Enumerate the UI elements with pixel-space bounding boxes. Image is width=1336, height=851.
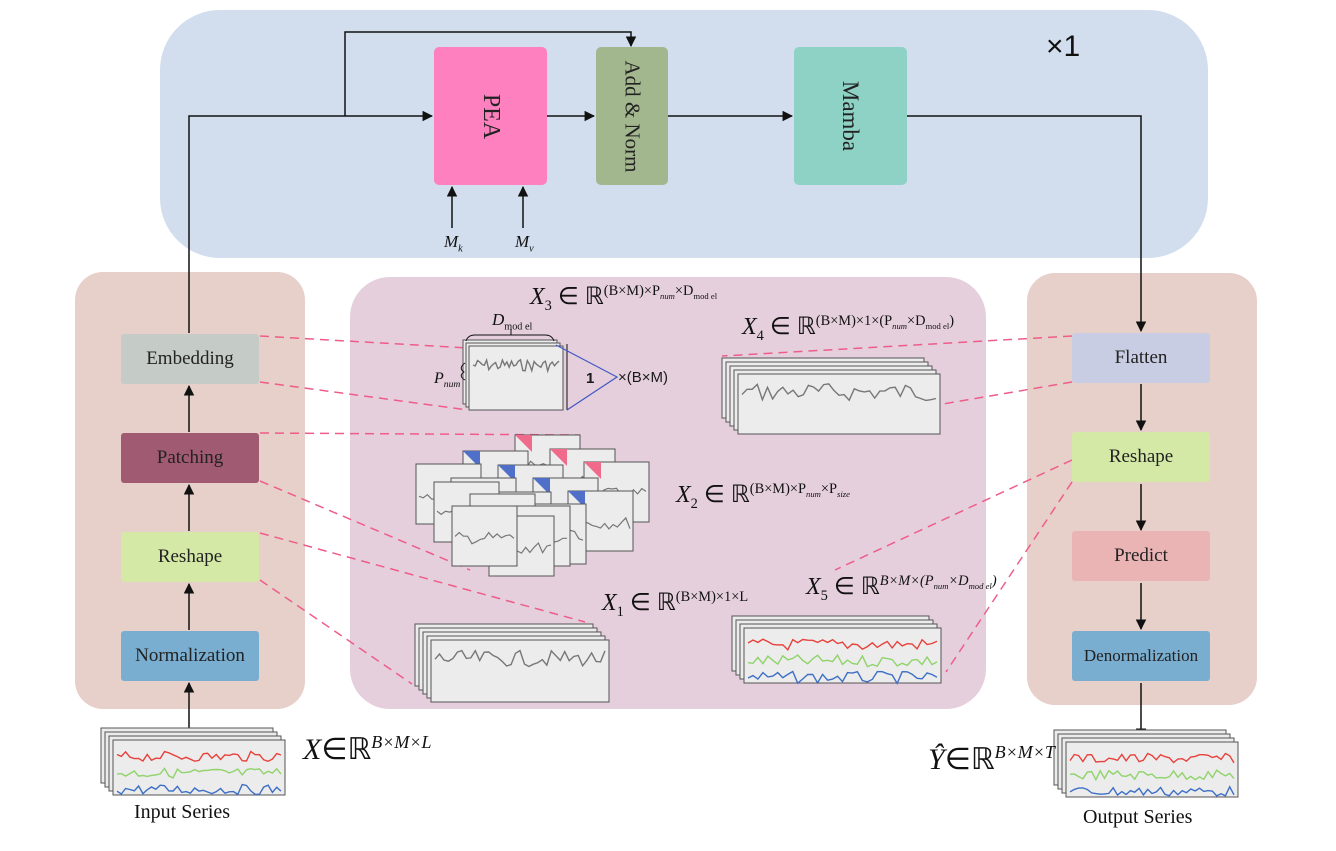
patch-marker [550,449,567,466]
series-line [116,767,282,779]
pnum-label: Pnum [434,370,461,391]
bm-wedge [555,344,619,411]
series-panel [468,345,564,411]
patching-block: Patching [121,433,259,483]
one-label: 1 [586,370,595,387]
encoder-block-panel [160,10,1208,258]
x1-stack [414,623,610,703]
x1-formula: X1 ∈ ℝ(B×M)×1×L [602,589,749,620]
x2-formula: X2 ∈ ℝ(B×M)×Pnum×Psize [676,481,850,512]
series-line [434,649,606,668]
pea-block: PEA [434,47,547,185]
series-line [741,383,937,402]
series-line [747,638,938,651]
patch-marker [533,478,550,495]
patch-marker [515,435,532,452]
dashed-links [259,335,1073,685]
output-series-caption: Output Series [1083,806,1193,828]
repeat-label: ×1 [1046,30,1081,63]
series-panel [112,739,286,796]
series-line [1069,785,1235,797]
series-line [1069,769,1235,782]
embedding-block: Embedding [121,334,259,384]
patch [451,505,518,567]
output-series-stack [1053,729,1239,798]
series-line [472,357,560,374]
series-panel [1065,741,1239,798]
predict-block: Predict [1072,531,1210,581]
input-formula: X∈ℝB×M×L [303,732,432,766]
reshape-block-left: Reshape [121,532,259,582]
x3-formula: X3 ∈ ℝ(B×M)×Pnum×Dmod el [530,283,718,314]
flatten-block: Flatten [1072,333,1210,383]
dmodel-label: Dmod el [492,310,533,333]
series-panel [430,639,610,703]
pnum-brace [460,362,466,381]
patch-marker [584,462,601,479]
x4-stack [721,357,941,435]
reshape-block-right: Reshape [1072,432,1210,482]
series-line [747,653,938,668]
series-line [116,750,282,763]
dmodel-brace [465,334,555,342]
add-norm-block: Add & Norm [596,47,668,185]
series-panel [737,373,941,435]
patch-line [454,531,515,545]
bm-label: ×(B×M) [618,369,669,386]
series-line [747,670,938,686]
x3-stack [462,339,564,411]
x4-formula: X4 ∈ ℝ(B×M)×1×(Pnum×Dmod el) [742,313,955,344]
denormalization-block: Denormalization [1072,631,1210,681]
input-series-caption: Input Series [134,801,231,823]
output-formula: Ŷ∈ℝB×M×T [928,742,1055,776]
mv-label: Mv [515,232,534,255]
x5-stack [731,615,942,686]
input-series-stack [100,727,286,796]
series-line [116,783,282,796]
flow-arrows [183,31,1147,740]
normalization-block: Normalization [121,631,259,681]
x2-patch-grid [415,434,650,577]
x5-formula: X5 ∈ ℝB×M×(Pnum×Dmod el) [806,573,997,604]
series-line [1069,752,1235,764]
mk-label: Mk [444,232,463,255]
series-panel [743,627,942,684]
mamba-block: Mamba [794,47,907,185]
